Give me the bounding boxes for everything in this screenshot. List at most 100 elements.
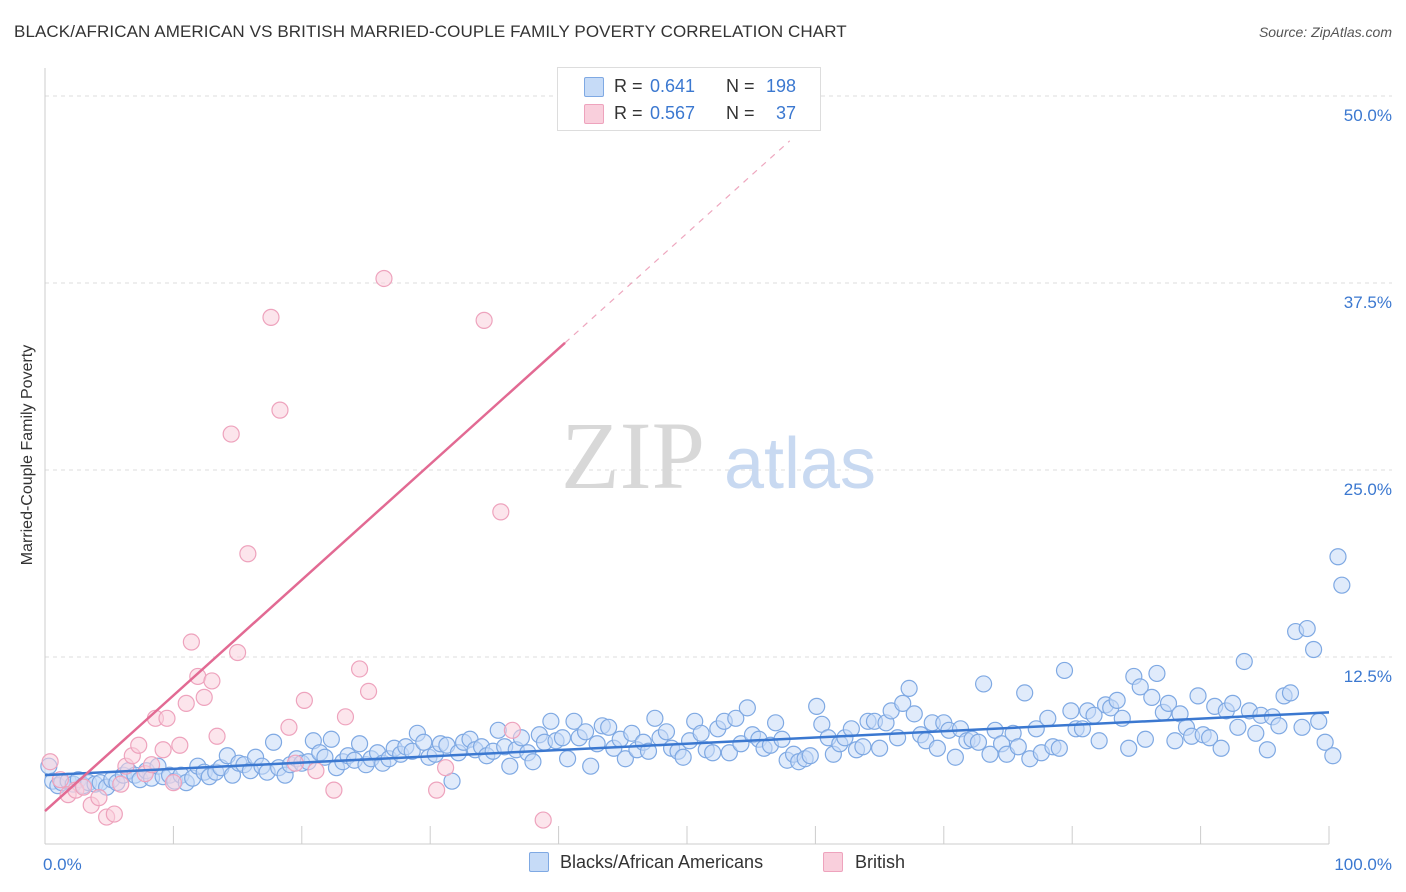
blacks-point (1235, 652, 1253, 671)
british-point (154, 741, 172, 759)
british-point (350, 660, 369, 678)
r-value: 0.567 (650, 103, 696, 123)
blacks-point (646, 709, 664, 727)
blacks-point (1016, 684, 1034, 702)
british-point (177, 694, 195, 712)
n-label: N = (726, 103, 755, 123)
r-label: R = (614, 103, 643, 123)
blacks-point (576, 723, 595, 741)
british-point (295, 691, 313, 709)
blacks-point (1189, 687, 1207, 705)
blacks-point (1324, 747, 1342, 765)
blacks-point (565, 712, 583, 730)
blacks-point (1039, 709, 1057, 727)
blacks-point (501, 757, 519, 775)
blue-swatch (584, 77, 604, 97)
blacks-point (1212, 739, 1230, 757)
chart-title: BLACK/AFRICAN AMERICAN VS BRITISH MARRIE… (14, 22, 847, 41)
blacks-point (1148, 664, 1166, 683)
blacks-point (1281, 684, 1300, 702)
n-value: 37 (775, 103, 796, 123)
legend-label-blacks: Blacks/African Americans (560, 852, 764, 872)
british-point (325, 781, 343, 799)
trend-layer (44, 140, 1330, 813)
blacks-point (1316, 733, 1334, 751)
watermark-atlas: atlas (724, 424, 876, 504)
blacks-point (1270, 717, 1288, 735)
stats-row-british: R = 0.567 N = 37 (558, 101, 820, 127)
blacks-point (350, 735, 369, 753)
blacks-point (1062, 702, 1080, 720)
tick-label-layer: 12.5% 25.0% 37.5% 50.0% 0.0% 100.0% (43, 106, 1392, 874)
blacks-point (639, 742, 658, 760)
british-point (105, 805, 123, 823)
british-point (359, 682, 378, 700)
r-value: 0.641 (650, 76, 696, 96)
blacks-point (1224, 694, 1242, 712)
chart-source: Source: ZipAtlas.com (1258, 24, 1392, 40)
blacks-point (322, 730, 340, 748)
blacks-point (264, 733, 283, 751)
british-point (182, 633, 200, 651)
blacks-point (600, 718, 618, 736)
blacks-point (415, 733, 433, 751)
legend-swatch-british (823, 852, 843, 872)
british-point (492, 503, 510, 521)
r-label: R = (614, 76, 643, 96)
blacks-point (1027, 720, 1045, 738)
axis-layer (44, 68, 1330, 845)
blacks-point (1166, 732, 1184, 750)
blacks-point (766, 714, 785, 732)
blacks-point (808, 697, 826, 715)
british-point (428, 781, 446, 799)
blacks-point (981, 745, 999, 763)
blacks-point (1120, 739, 1138, 757)
y-tick-label: 37.5% (1344, 293, 1392, 312)
blacks-point (870, 739, 889, 757)
blacks-point (1298, 619, 1316, 638)
legend-label-british: British (855, 852, 906, 872)
blacks-point (623, 724, 641, 742)
blacks-point (1329, 548, 1347, 566)
y-tick-label: 50.0% (1344, 106, 1392, 125)
british-point (475, 311, 493, 329)
blacks-point (969, 733, 988, 751)
blacks-point (720, 744, 738, 762)
blacks-point (1136, 730, 1154, 748)
blacks-point (582, 757, 600, 775)
pink-swatch (584, 104, 604, 124)
british-point (307, 762, 325, 780)
british-point (280, 718, 298, 736)
british-point (130, 736, 148, 754)
blacks-point (1009, 738, 1027, 756)
british-point (271, 401, 289, 419)
blacks-point (558, 750, 577, 768)
british-point (158, 709, 176, 727)
blacks-point (1333, 576, 1351, 594)
british-point (262, 308, 280, 326)
british-point (503, 721, 521, 739)
blacks-point (553, 729, 572, 747)
watermark: ZIP atlas (561, 402, 876, 509)
blacks-trend-line (44, 711, 1330, 777)
blacks-point (1108, 691, 1126, 709)
british-point (195, 688, 213, 706)
blacks-point (946, 748, 964, 766)
stats-row-blacks: R = 0.641 N = 198 (558, 74, 820, 100)
blacks-point (894, 694, 912, 712)
x-tick-label: 0.0% (43, 855, 82, 874)
n-label: N = (726, 76, 755, 96)
british-point (239, 545, 257, 563)
british-point (90, 789, 108, 807)
blacks-point (1050, 739, 1068, 757)
blacks-point (1159, 694, 1178, 712)
blacks-point (1090, 732, 1108, 750)
blacks-point (524, 753, 542, 771)
british-point (437, 759, 455, 777)
british-point (203, 672, 221, 690)
points-layer (40, 269, 1351, 829)
blacks-point (542, 712, 560, 730)
blacks-point (1229, 718, 1247, 736)
blacks-point (1258, 741, 1276, 759)
